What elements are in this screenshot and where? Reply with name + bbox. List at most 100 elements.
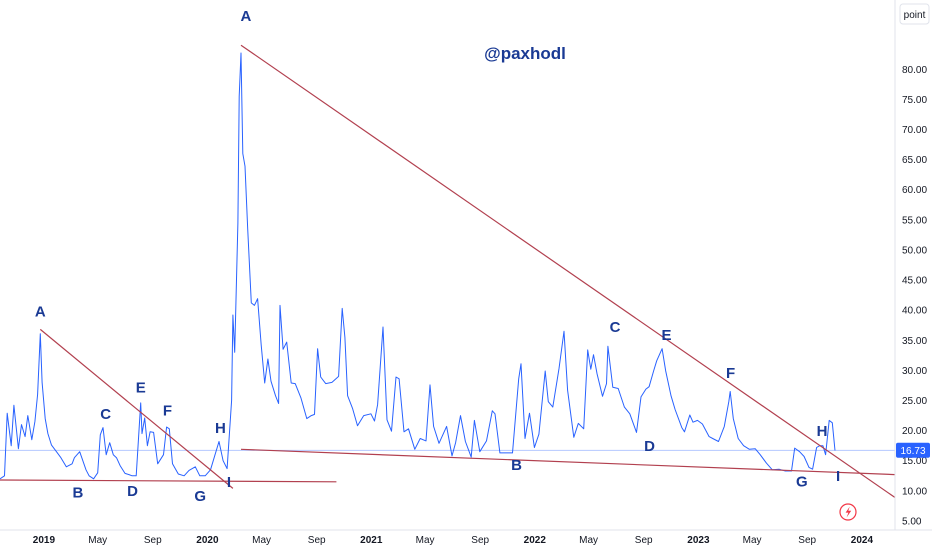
- data-point: [223, 460, 224, 461]
- wave-label: I: [836, 468, 840, 485]
- data-point: [834, 450, 835, 451]
- data-point: [295, 383, 296, 384]
- data-point: [352, 408, 353, 409]
- x-tick-label: Sep: [471, 535, 489, 546]
- data-point: [267, 358, 268, 359]
- wave-label: D: [644, 438, 655, 455]
- wave-label: E: [136, 379, 146, 396]
- data-point: [21, 424, 22, 425]
- wave-label: B: [511, 457, 522, 474]
- x-tick-label: Sep: [635, 535, 653, 546]
- data-point: [357, 425, 358, 426]
- trendline[interactable]: [0, 479, 337, 483]
- wave-label: F: [163, 402, 172, 419]
- data-point: [816, 447, 817, 448]
- data-point: [597, 373, 598, 374]
- data-point: [205, 475, 206, 476]
- data-point: [529, 413, 530, 414]
- data-point: [4, 475, 5, 476]
- data-point: [749, 449, 750, 450]
- data-point: [590, 369, 591, 370]
- data-point: [446, 426, 447, 427]
- x-tick-label: Sep: [798, 535, 816, 546]
- data-point: [656, 360, 657, 361]
- data-point: [808, 467, 809, 468]
- y-tick-label: 80.00: [902, 65, 927, 76]
- data-point: [474, 420, 475, 421]
- y-tick-label: 50.00: [902, 245, 927, 256]
- unit-button[interactable]: point: [899, 3, 930, 25]
- data-point: [712, 438, 713, 439]
- data-point: [812, 469, 813, 470]
- data-point: [692, 422, 693, 423]
- data-point: [109, 442, 110, 443]
- data-point: [545, 370, 546, 371]
- data-point: [317, 348, 318, 349]
- x-tick-label: May: [252, 535, 271, 546]
- data-point: [325, 383, 326, 384]
- x-tick-label: Sep: [144, 535, 162, 546]
- data-point: [25, 436, 26, 437]
- data-point: [237, 222, 238, 223]
- data-point: [93, 478, 94, 479]
- data-point: [169, 428, 170, 429]
- watermark-text: @paxhodl: [484, 44, 566, 63]
- data-point: [300, 398, 301, 399]
- x-tick-label: 2022: [524, 535, 547, 546]
- data-point: [794, 448, 795, 449]
- data-point: [420, 438, 421, 439]
- x-tick-label: May: [579, 535, 598, 546]
- y-tick-label: 35.00: [902, 336, 927, 347]
- unit-button-frame[interactable]: [899, 3, 930, 25]
- data-point: [822, 445, 823, 446]
- data-point: [832, 422, 833, 423]
- wave-label: A: [35, 304, 46, 321]
- wave-label: I: [227, 474, 231, 491]
- data-point: [665, 370, 666, 371]
- data-point: [618, 388, 619, 389]
- data-point: [512, 452, 513, 453]
- data-point: [825, 454, 826, 455]
- y-tick-label: 65.00: [902, 155, 927, 166]
- data-point: [102, 427, 103, 428]
- data-point: [178, 473, 179, 474]
- data-point: [150, 431, 151, 432]
- data-point: [766, 463, 767, 464]
- trendline[interactable]: [240, 44, 895, 498]
- data-point: [377, 404, 378, 405]
- data-point: [403, 431, 404, 432]
- data-point: [451, 455, 452, 456]
- x-tick-label: May: [88, 535, 107, 546]
- data-point: [479, 451, 480, 452]
- data-point: [624, 407, 625, 408]
- data-point: [670, 395, 671, 396]
- data-point: [166, 426, 167, 427]
- data-point: [184, 475, 185, 476]
- data-point: [552, 407, 553, 408]
- lightning-icon: [845, 506, 852, 518]
- data-point: [499, 452, 500, 453]
- trendline[interactable]: [39, 328, 234, 489]
- data-point: [374, 420, 375, 421]
- data-point: [645, 389, 646, 390]
- alert-icon[interactable]: [839, 503, 857, 521]
- data-point: [649, 386, 650, 387]
- data-point: [347, 395, 348, 396]
- data-point: [408, 428, 409, 429]
- data-point: [27, 415, 28, 416]
- data-point: [399, 378, 400, 379]
- data-point: [275, 395, 276, 396]
- data-point: [755, 448, 756, 449]
- data-point: [662, 348, 663, 349]
- data-point: [232, 314, 233, 315]
- x-tick-label: Sep: [308, 535, 326, 546]
- data-point: [291, 382, 292, 383]
- data-point: [42, 382, 43, 383]
- data-point: [7, 413, 8, 414]
- data-point: [37, 394, 38, 395]
- trendline[interactable]: [240, 448, 895, 476]
- y-tick-label: 55.00: [902, 215, 927, 226]
- data-point: [153, 432, 154, 433]
